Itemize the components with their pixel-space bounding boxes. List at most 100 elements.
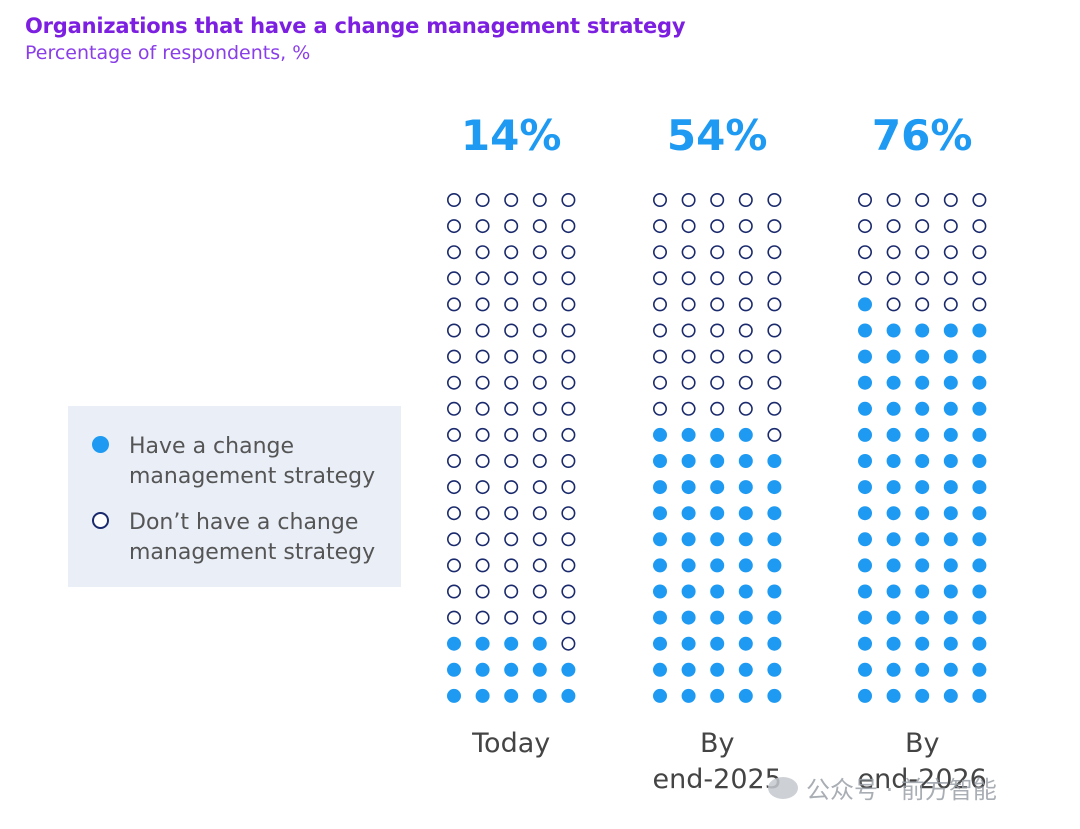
legend-label-have: Have a change management strategy [129,434,376,489]
dot-empty [915,297,930,312]
dot-empty [681,401,696,416]
dot-filled [915,454,930,468]
dot-filled [710,662,725,677]
dot-filled [738,662,753,677]
dot-empty [710,349,725,364]
dot-empty [857,219,872,234]
dot-filled [475,662,490,677]
dot-filled [915,427,930,442]
dot-filled [447,688,461,703]
dot-empty [767,323,782,338]
dot-filled [886,506,901,521]
dot-empty [857,193,872,208]
dot-empty [915,193,930,208]
dot-empty [972,193,987,208]
dot-filled [681,662,696,677]
dot-filled [653,454,667,468]
dot-empty [532,401,547,416]
dot-empty [738,245,753,260]
dot-empty [532,245,547,260]
dot-filled [858,558,872,573]
dot-empty [738,193,753,208]
category-label: By [700,728,735,759]
dot-empty [767,245,782,260]
dot-filled [972,688,987,703]
value-label: 14% [461,111,562,160]
dot-filled [681,454,696,468]
dot-filled [710,480,725,495]
legend-label-dont-have: Don’t have a change management strategy [129,510,376,565]
dot-empty [504,271,519,286]
dot-empty [652,349,667,364]
dot-empty [561,506,576,521]
dot-empty [475,245,490,260]
dot-filled [710,454,725,468]
dot-empty [652,323,667,338]
dot-empty [681,297,696,312]
dot-filled [943,584,958,599]
dot-empty [475,610,490,625]
dot-filled [915,584,930,599]
dot-filled [681,480,696,495]
dot-empty [446,558,461,573]
dot-empty [652,245,667,260]
dot-filled [738,454,753,468]
dot-empty [504,506,519,521]
dot-filled [738,480,753,495]
dot-filled [653,532,667,547]
dot-filled [653,636,667,651]
dot-filled [504,636,519,651]
dot-filled [681,427,696,442]
dot-filled [915,688,930,703]
dot-empty [710,271,725,286]
dot-empty [681,375,696,390]
legend-item-dont-have: Don’t have a change management strategy [92,508,399,568]
dot-empty [561,375,576,390]
dot-empty [446,271,461,286]
dot-empty [504,453,519,468]
dot-empty [475,427,490,442]
dot-empty [446,219,461,234]
dot-empty [475,375,490,390]
dot-filled [972,480,987,495]
dot-empty [446,584,461,599]
dot-filled [972,558,987,573]
dot-filled [738,558,753,573]
dot-empty [915,245,930,260]
dot-filled [858,584,872,599]
dot-empty [652,271,667,286]
dot-empty [561,584,576,599]
dot-filled [972,427,987,442]
dot-empty [738,323,753,338]
dot-filled [681,506,696,521]
dot-filled [681,610,696,625]
dot-filled [943,506,958,521]
dot-empty [561,558,576,573]
dot-empty [561,427,576,442]
dot-filled [653,480,667,495]
dot-empty [561,453,576,468]
dot-empty [446,610,461,625]
dot-filled [653,558,667,573]
dot-filled [738,427,753,442]
dot-empty [446,323,461,338]
dot-empty [532,375,547,390]
dot-empty [504,193,519,208]
category-label: end-2025 [653,764,782,795]
dot-filled [858,323,872,338]
dot-empty [738,271,753,286]
dot-filled [915,401,930,416]
dot-empty [943,245,958,260]
dot-empty [561,297,576,312]
dot-empty [532,193,547,208]
dot-filled [943,427,958,442]
dot-empty [710,245,725,260]
dot-filled [858,297,872,312]
dot-filled [943,532,958,547]
dot-filled [972,323,987,338]
dot-empty [532,297,547,312]
dot-filled [681,688,696,703]
dot-filled [915,506,930,521]
dot-filled [943,375,958,390]
dot-empty [446,506,461,521]
